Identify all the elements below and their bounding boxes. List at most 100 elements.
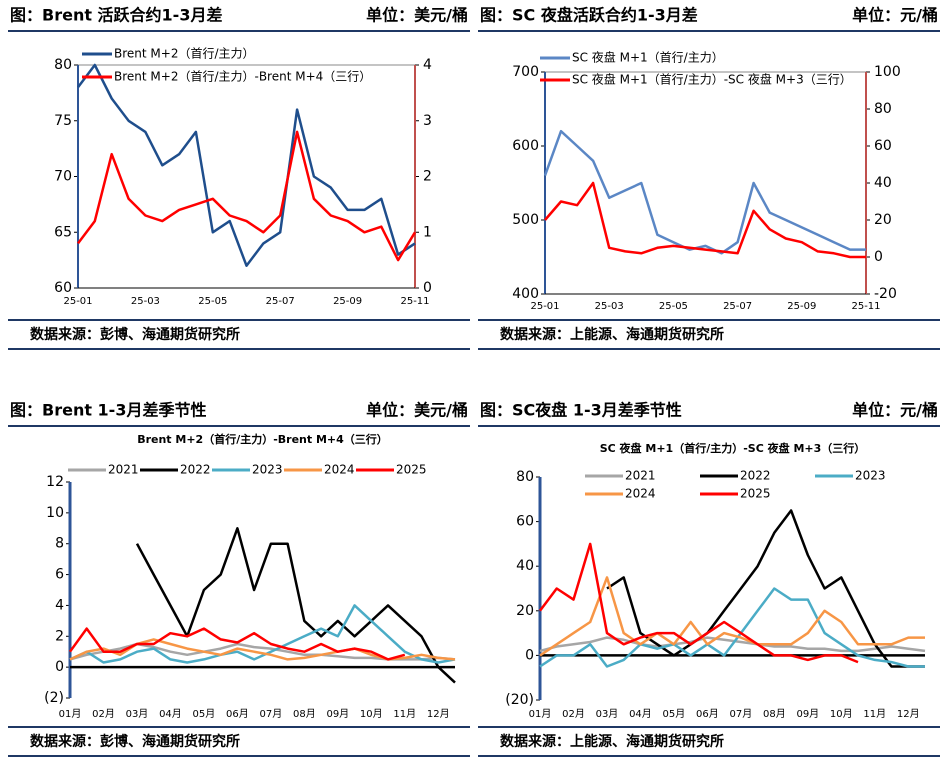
x-tick-label: 02月 (92, 708, 115, 720)
series-line (77, 63, 416, 267)
x-tick-label: 06月 (696, 708, 719, 720)
legend-label: 2022 (740, 469, 771, 483)
series-line (69, 604, 456, 664)
x-tick-label: 11月 (393, 708, 416, 720)
x-tick-label: 11月 (863, 708, 886, 720)
y-tick-label: 0 (525, 647, 534, 663)
x-tick-label: 06月 (226, 708, 249, 720)
y2-tick-label: 4 (423, 57, 432, 73)
x-tick-label: 25-05 (198, 296, 227, 307)
panel-title: 图：Brent 1-3月差季节性 (10, 401, 206, 420)
y-tick-label: (2) (44, 690, 64, 706)
x-tick-label: 12月 (897, 708, 920, 720)
series-line (544, 181, 866, 259)
y2-tick-label: 1 (423, 224, 432, 240)
x-tick-label: 25-03 (131, 296, 160, 307)
series-line (543, 129, 866, 255)
panel-title: 图：Brent 活跃合约1-3月差 (10, 6, 222, 25)
x-tick-label: 09月 (326, 708, 349, 720)
y-tick-label: 8 (55, 536, 64, 552)
legend-label: 2025 (396, 463, 427, 477)
legend-label: 2021 (625, 469, 656, 483)
unit: 单位：美元/桶 (366, 401, 468, 420)
x-tick-label: 25-01 (530, 301, 559, 312)
x-tick-label: 25-05 (659, 301, 688, 312)
y2-tick-label: 60 (874, 138, 892, 154)
x-tick-label: 03月 (126, 708, 149, 720)
y-tick-label: 500 (512, 212, 539, 228)
x-tick-label: 25-11 (400, 296, 429, 307)
source: 数据来源：彭博、海通期货研究所 (30, 733, 240, 750)
x-tick-label: 12月 (427, 708, 450, 720)
x-tick-label: 07月 (730, 708, 753, 720)
y-tick-label: 10 (46, 505, 64, 521)
y2-tick-label: 80 (874, 101, 892, 117)
legend-label: 2023 (252, 463, 283, 477)
subtitle: Brent M+2（首行/主力）-Brent M+4（三行） (137, 432, 388, 446)
x-tick-label: 04月 (159, 708, 182, 720)
x-tick-label: 10月 (360, 708, 383, 720)
y2-tick-label: 40 (874, 175, 892, 191)
y2-tick-label: 2 (423, 169, 432, 185)
x-tick-label: 25-11 (851, 301, 880, 312)
y2-tick-label: 0 (423, 280, 432, 296)
y-tick-label: 400 (512, 286, 539, 302)
legend-label: 2021 (108, 463, 139, 477)
legend-label: 2025 (740, 487, 771, 501)
y-tick-label: 65 (54, 224, 72, 240)
y2-tick-label: 0 (874, 249, 883, 265)
legend-label: SC 夜盘 M+1（首行/主力）-SC 夜盘 M+3（三行） (572, 72, 852, 87)
source: 数据来源：彭博、海通期货研究所 (30, 326, 240, 343)
y2-tick-label: 20 (874, 212, 892, 228)
unit: 单位：元/桶 (852, 6, 938, 25)
x-tick-label: 25-03 (595, 301, 624, 312)
series-line (539, 576, 925, 657)
x-tick-label: 07月 (260, 708, 283, 720)
y-tick-label: 700 (512, 64, 539, 80)
x-tick-label: 03月 (596, 708, 619, 720)
x-tick-label: 25-07 (723, 301, 752, 312)
y-tick-label: 600 (512, 138, 539, 154)
x-tick-label: 04月 (629, 708, 652, 720)
y2-tick-label: -20 (874, 286, 897, 302)
legend-label: SC 夜盘 M+1（首行/主力） (572, 50, 724, 65)
x-tick-label: 01月 (59, 708, 82, 720)
unit: 单位：美元/桶 (366, 6, 468, 25)
legend-label: 2022 (180, 463, 211, 477)
x-tick-label: 08月 (763, 708, 786, 720)
x-tick-label: 01月 (529, 708, 552, 720)
x-tick-label: 05月 (193, 708, 216, 720)
y-tick-label: 2 (55, 628, 64, 644)
series-line (606, 509, 925, 668)
y-tick-label: 4 (55, 597, 64, 613)
x-tick-label: 25-09 (333, 296, 362, 307)
y-tick-label: 80 (516, 469, 534, 485)
y-tick-label: 20 (516, 603, 534, 619)
y-tick-label: 40 (516, 558, 534, 574)
y-tick-label: (20) (505, 692, 534, 708)
y-tick-label: 12 (46, 474, 64, 490)
series-line (135, 527, 456, 684)
legend-label: Brent M+2（首行/主力） (114, 47, 255, 61)
legend-label: 2024 (625, 487, 656, 501)
x-tick-label: 25-01 (63, 296, 92, 307)
series-line (68, 627, 406, 661)
y-tick-label: 70 (54, 169, 72, 185)
source: 数据来源：上能源、海通期货研究所 (500, 733, 724, 750)
legend-label: 2023 (855, 469, 886, 483)
y-tick-label: 6 (55, 567, 64, 583)
unit: 单位：元/桶 (852, 401, 938, 420)
subtitle: SC 夜盘 M+1（首行/主力）-SC 夜盘 M+3（三行） (600, 441, 866, 455)
series-line (77, 130, 417, 262)
y2-tick-label: 100 (874, 64, 901, 80)
y-tick-label: 60 (516, 514, 534, 530)
series-line (539, 587, 925, 668)
y2-tick-label: 3 (423, 113, 432, 129)
y-tick-label: 75 (54, 113, 72, 129)
source: 数据来源：上能源、海通期货研究所 (500, 326, 724, 343)
panel-title: 图：SC夜盘 1-3月差季节性 (480, 401, 682, 420)
y-tick-label: 0 (55, 659, 64, 675)
series-line (539, 636, 926, 653)
legend-label: Brent M+2（首行/主力）-Brent M+4（三行） (114, 70, 371, 84)
